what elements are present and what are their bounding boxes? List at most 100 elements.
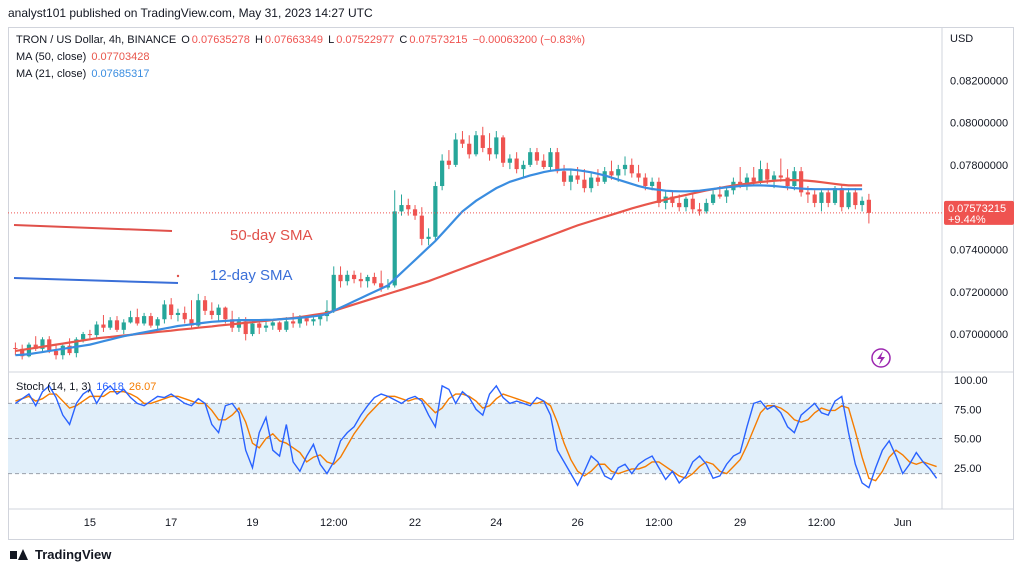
stoch-tick-label: 75.00 [954, 404, 982, 416]
candle [819, 192, 824, 203]
sma12-annotation-label: 12-day SMA [210, 267, 293, 284]
candle [182, 312, 187, 320]
candle [412, 209, 418, 216]
price-tick-label: 0.07400000 [950, 244, 1008, 256]
candle [351, 274, 357, 280]
price-tick-label: 0.07800000 [950, 160, 1008, 172]
candle [162, 304, 167, 320]
time-tick-label: 12:00 [645, 517, 673, 529]
time-tick-label: 12:00 [808, 517, 836, 529]
candle [832, 188, 838, 203]
low-label: L [328, 34, 335, 46]
annotation-anchor-dot [176, 274, 180, 278]
candle [20, 348, 25, 357]
candle [683, 198, 689, 208]
ma50-legend: MA (50, close) 0.07703428 [16, 51, 152, 63]
time-tick-label: 15 [84, 517, 96, 529]
stoch-d-value: 26.07 [128, 381, 157, 393]
annotation-layer: 50-day SMA 12-day SMA [13, 224, 891, 368]
time-tick-label: Jun [894, 517, 912, 529]
price-tick-label: 0.08000000 [950, 118, 1008, 130]
time-tick-label: 17 [165, 517, 177, 529]
candle [365, 276, 370, 282]
candle [467, 143, 472, 155]
stoch-d-line [15, 391, 937, 482]
candle [616, 169, 621, 176]
candle [629, 164, 634, 174]
open-label: O [181, 34, 190, 46]
stoch-layer [14, 384, 938, 489]
candle [169, 304, 174, 316]
change-value: −0.00063200 (−0.83%) [472, 34, 586, 46]
candle [778, 175, 783, 178]
candle [379, 283, 384, 288]
tradingview-logo-icon [10, 548, 30, 561]
candle [81, 334, 86, 340]
candle [291, 321, 296, 324]
candle [101, 324, 106, 328]
candle [399, 205, 404, 212]
candle [270, 322, 275, 326]
candle [331, 274, 336, 311]
candle [446, 160, 452, 165]
candle [433, 186, 438, 237]
ma50-value: 0.07703428 [91, 51, 150, 63]
candle [345, 274, 350, 282]
candle [372, 276, 377, 284]
time-tick-label: 26 [571, 517, 583, 529]
stoch-legend: Stoch (14, 1, 3) 16.18 26.07 [16, 381, 158, 393]
stoch-k-value: 16.18 [96, 381, 124, 393]
candle [724, 190, 729, 197]
candle [548, 152, 553, 167]
candle [311, 319, 316, 322]
tradingview-footer[interactable]: TradingView [10, 547, 111, 562]
sma12-annotation-line [13, 277, 179, 284]
high-label: H [254, 34, 263, 46]
candle [135, 317, 140, 324]
ma21-line [15, 168, 863, 357]
candle [805, 192, 811, 195]
candle [704, 202, 709, 212]
candle [561, 171, 567, 182]
stoch-label: Stoch (14, 1, 3) [16, 381, 92, 393]
candle [121, 322, 126, 330]
candle [555, 152, 560, 172]
candle [460, 139, 465, 144]
candle [826, 192, 831, 203]
candle [128, 317, 133, 323]
candle [839, 188, 844, 208]
candle [500, 137, 506, 163]
candle [670, 196, 675, 203]
candle [284, 321, 289, 330]
candle [799, 171, 804, 193]
stoch-band-layer [8, 402, 942, 475]
candle [595, 177, 601, 182]
candle [318, 316, 323, 320]
candle [751, 177, 756, 182]
candle [419, 215, 424, 239]
candle [744, 177, 750, 187]
price-tick-label: 0.07000000 [950, 329, 1008, 341]
stoch-tick-label: 50.00 [954, 434, 982, 446]
currency-label: USD [950, 33, 973, 45]
time-tick-label: 24 [490, 517, 502, 529]
price-badge [944, 200, 1014, 225]
moving-averages-layer [8, 168, 942, 357]
ma50-label: MA (50, close) [16, 51, 87, 63]
chart-frame [8, 27, 1014, 540]
candle [440, 160, 445, 187]
sma50-annotation-label: 50-day SMA [230, 227, 313, 244]
candle [189, 319, 194, 326]
candle [697, 209, 702, 212]
high-value: 0.07663349 [264, 34, 324, 46]
ma21-label: MA (21, close) [16, 68, 87, 80]
publisher-line: analyst101 published on TradingView.com,… [8, 6, 373, 20]
candle [582, 179, 587, 189]
ma50-line [15, 179, 863, 353]
candle [758, 169, 763, 182]
candle [480, 135, 485, 148]
candle [243, 321, 248, 335]
candle [13, 348, 18, 350]
candle [250, 323, 255, 335]
